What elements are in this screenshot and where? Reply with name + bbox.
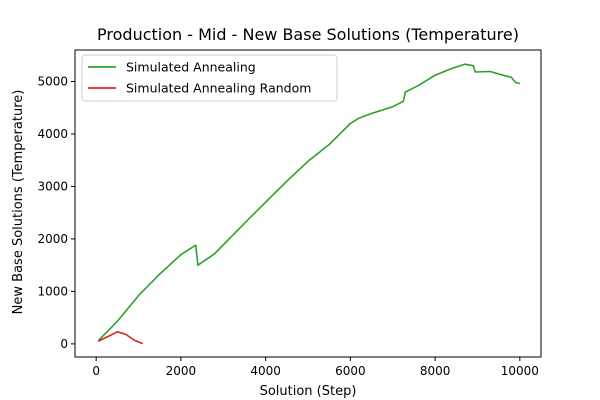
x-tick-label: 10000 xyxy=(501,364,539,378)
x-tick-label: 4000 xyxy=(250,364,281,378)
plot-frame xyxy=(74,49,542,358)
y-axis-label: New Base Solutions (Temperature) xyxy=(11,90,26,315)
series-line-0 xyxy=(97,63,521,342)
chart-title: Production - Mid - New Base Solutions (T… xyxy=(97,25,519,44)
legend-label-0: Simulated Annealing xyxy=(126,60,256,75)
plot-area xyxy=(97,63,521,345)
x-axis-label: Solution (Step) xyxy=(260,384,357,399)
legend-box xyxy=(81,54,338,102)
x-tick-label: 8000 xyxy=(420,364,451,378)
y-tick-label: 4000 xyxy=(37,127,68,141)
legend: Simulated Annealing Simulated Annealing R… xyxy=(81,54,338,102)
y-tick-label: 2000 xyxy=(37,232,68,246)
y-tick-label: 5000 xyxy=(37,74,68,88)
x-tick-label: 0 xyxy=(92,364,100,378)
series-line-1 xyxy=(97,331,144,345)
x-tick-label: 6000 xyxy=(335,364,366,378)
y-tick-label: 0 xyxy=(60,337,68,351)
y-tick-label: 1000 xyxy=(37,284,68,298)
y-tick-label: 3000 xyxy=(37,179,68,193)
x-tick-label: 2000 xyxy=(166,364,197,378)
axes: 0 2000 4000 6000 8000 10000 0 1000 2000 3000 4000 5… xyxy=(37,49,542,378)
legend-label-1: Simulated Annealing Random xyxy=(126,81,311,96)
